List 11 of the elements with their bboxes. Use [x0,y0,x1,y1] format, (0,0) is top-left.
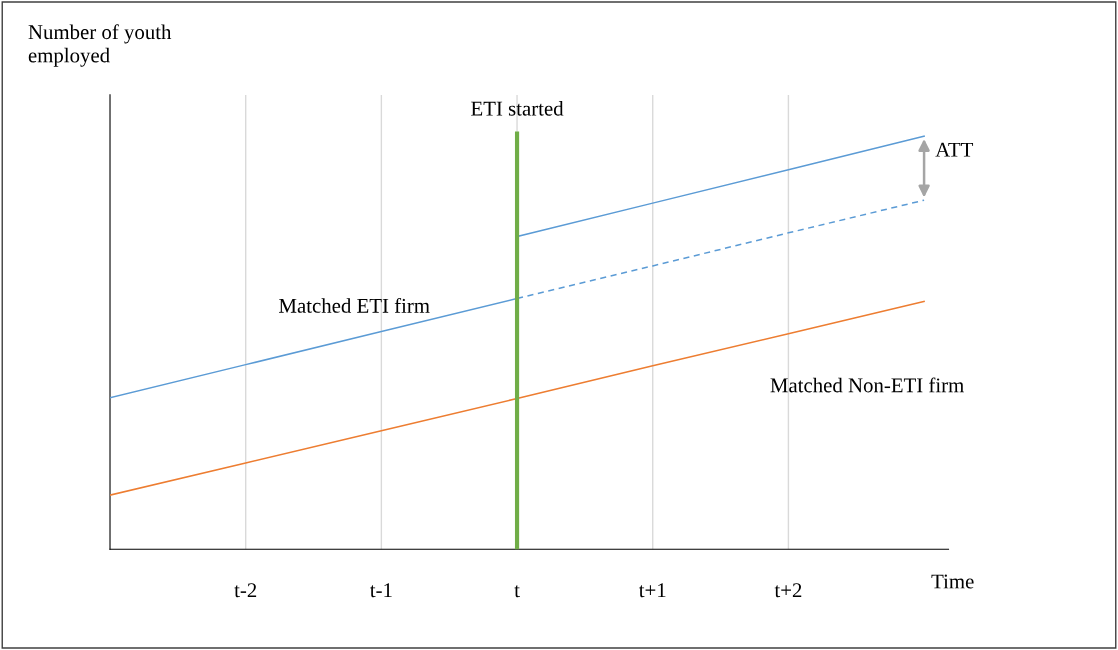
x-tick-label: t+1 [638,583,666,598]
series-label: Matched Non-ETI firm [770,377,964,393]
series-label: Matched ETI firm [279,297,430,313]
x-tick-label: t-2 [234,583,257,598]
ref-line-label: ETI started [471,101,564,116]
x-tick-label: t [514,585,520,598]
annotation: ATT [935,142,974,157]
y-axis-title: Number of youth employed [28,24,172,67]
x-tick-label: t+2 [774,583,802,598]
x-tick-label: t-1 [370,583,392,598]
x-axis-title: Time [931,574,974,589]
